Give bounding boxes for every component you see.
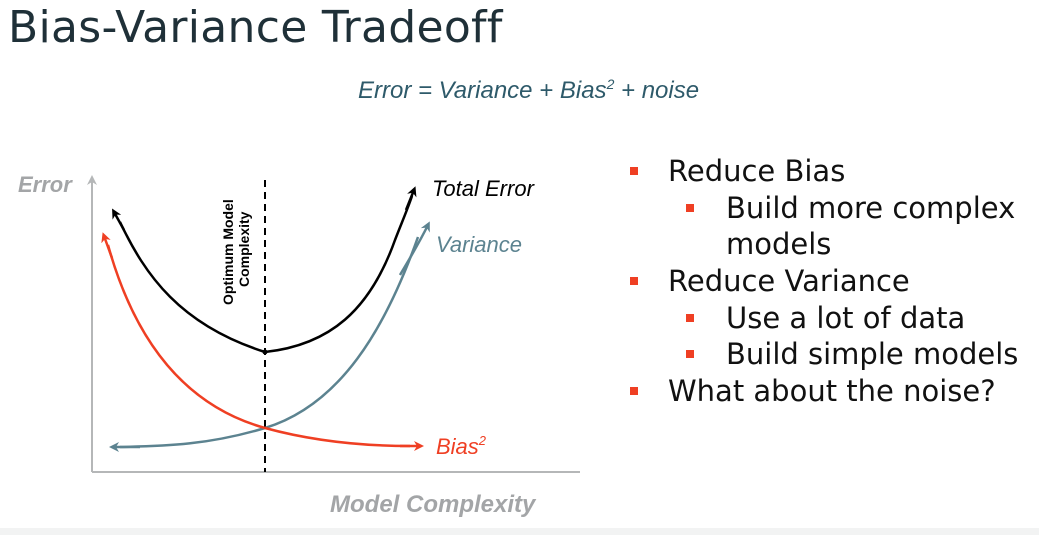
formula-prefix: Error = Variance + Bias <box>358 77 607 104</box>
bullet-marker <box>686 204 694 212</box>
variance-label: Variance <box>436 232 522 257</box>
optimum-point <box>262 349 268 355</box>
bias-curve <box>106 244 411 448</box>
total-error-arrow-left <box>112 208 126 231</box>
formula: Error = Variance + Bias2 + noise <box>358 76 699 105</box>
bias-variance-diagram: Error Model Complexity Optimum Model Com… <box>18 172 580 518</box>
optimum-label-line2: Complexity <box>236 211 252 287</box>
optimum-label-line1: Optimum Model <box>220 199 236 305</box>
y-axis-label: Error <box>18 172 73 197</box>
sub-bullet-text: Build more complex <box>726 191 1016 225</box>
bullet-item: What about the noise? <box>628 372 1018 410</box>
bullet-marker <box>630 167 638 175</box>
bias-label-sup: 2 <box>478 433 487 448</box>
sub-bullet-item: Use a lot of data <box>628 300 1018 336</box>
bullet-list: Reduce Bias Build more complex models Re… <box>628 152 1018 410</box>
sub-bullet-text: Use a lot of data <box>726 301 966 335</box>
bias-label: Bias2 <box>436 433 487 459</box>
bullet-marker <box>686 350 694 358</box>
bullet-text: Reduce Bias <box>668 154 846 188</box>
variance-arrow-right <box>398 221 430 276</box>
bullet-item: Reduce Bias <box>628 152 1018 190</box>
bullet-marker <box>630 277 638 285</box>
bias-arrow-left <box>101 232 114 259</box>
total-error-label: Total Error <box>432 176 536 201</box>
total-error-curve <box>118 195 414 354</box>
formula-suffix: + noise <box>614 77 700 104</box>
bullet-item: Reduce Variance <box>628 262 1018 300</box>
bias-label-text: Bias <box>436 434 479 459</box>
bullet-marker <box>686 314 694 322</box>
sub-bullet-text: Build simple models <box>726 337 1019 371</box>
slide-title: Bias-Variance Tradeoff <box>8 2 503 53</box>
sub-bullet-continuation: models <box>726 227 832 261</box>
x-axis-label: Model Complexity <box>330 491 537 518</box>
bullet-marker <box>630 387 638 395</box>
sub-bullet-item: Build simple models <box>628 336 1018 372</box>
variance-curve <box>119 236 420 449</box>
bottom-bar <box>0 528 1039 535</box>
bullet-text: Reduce Variance <box>668 264 910 298</box>
bullet-text: What about the noise? <box>668 374 996 408</box>
formula-sup: 2 <box>606 76 615 92</box>
total-error-arrow-right <box>404 186 417 211</box>
sub-bullet-item: Build more complex <box>628 190 1018 226</box>
